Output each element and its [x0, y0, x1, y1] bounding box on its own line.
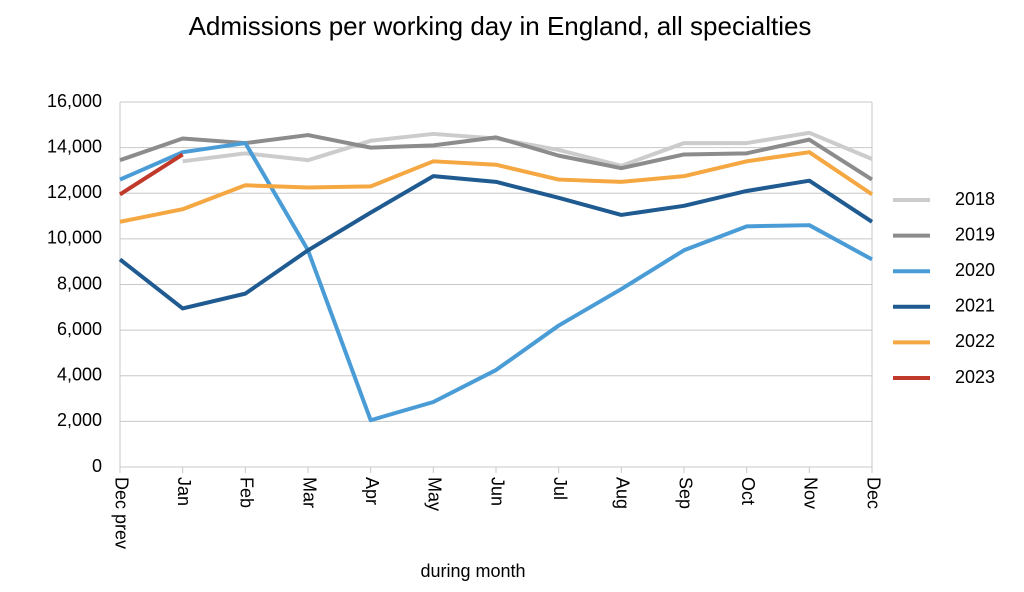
legend-label: 2019 [955, 224, 995, 244]
x-tick-label: Mar [299, 477, 319, 508]
x-tick-label: Dec prev [111, 477, 131, 549]
y-tick-label: 12,000 [47, 182, 102, 202]
x-tick-label: Oct [738, 477, 758, 505]
x-tick-label: Feb [237, 477, 257, 508]
series-line [118, 174, 874, 311]
series-line [119, 141, 873, 423]
y-tick-label: 4,000 [57, 365, 102, 385]
y-tick-label: 10,000 [47, 228, 102, 248]
legend-label: 2023 [955, 367, 995, 387]
x-tick-label: Dec [863, 477, 883, 509]
y-tick-label: 14,000 [47, 136, 102, 156]
y-tick-label: 0 [92, 456, 102, 476]
series-line [118, 152, 184, 197]
x-tick-label: Jun [487, 477, 507, 506]
x-axis-label: during month [420, 561, 525, 581]
x-tick-label: Sep [675, 477, 695, 509]
y-tick-label: 2,000 [57, 410, 102, 430]
y-tick-label: 16,000 [47, 91, 102, 111]
x-tick-label: Jul [550, 477, 570, 500]
x-tick-label: Jan [174, 477, 194, 506]
legend-label: 2022 [955, 331, 995, 351]
x-tick-label: May [425, 477, 445, 511]
series-line [119, 150, 874, 224]
legend-label: 2020 [955, 260, 995, 280]
y-tick-label: 8,000 [57, 273, 102, 293]
legend-label: 2021 [955, 296, 995, 316]
series-line [182, 130, 873, 168]
x-tick-label: Aug [613, 477, 633, 509]
chart-title: Admissions per working day in England, a… [189, 11, 812, 41]
y-tick-label: 6,000 [57, 319, 102, 339]
legend-label: 2018 [955, 189, 995, 209]
x-tick-label: Apr [362, 477, 382, 505]
x-tick-label: Nov [801, 477, 821, 509]
